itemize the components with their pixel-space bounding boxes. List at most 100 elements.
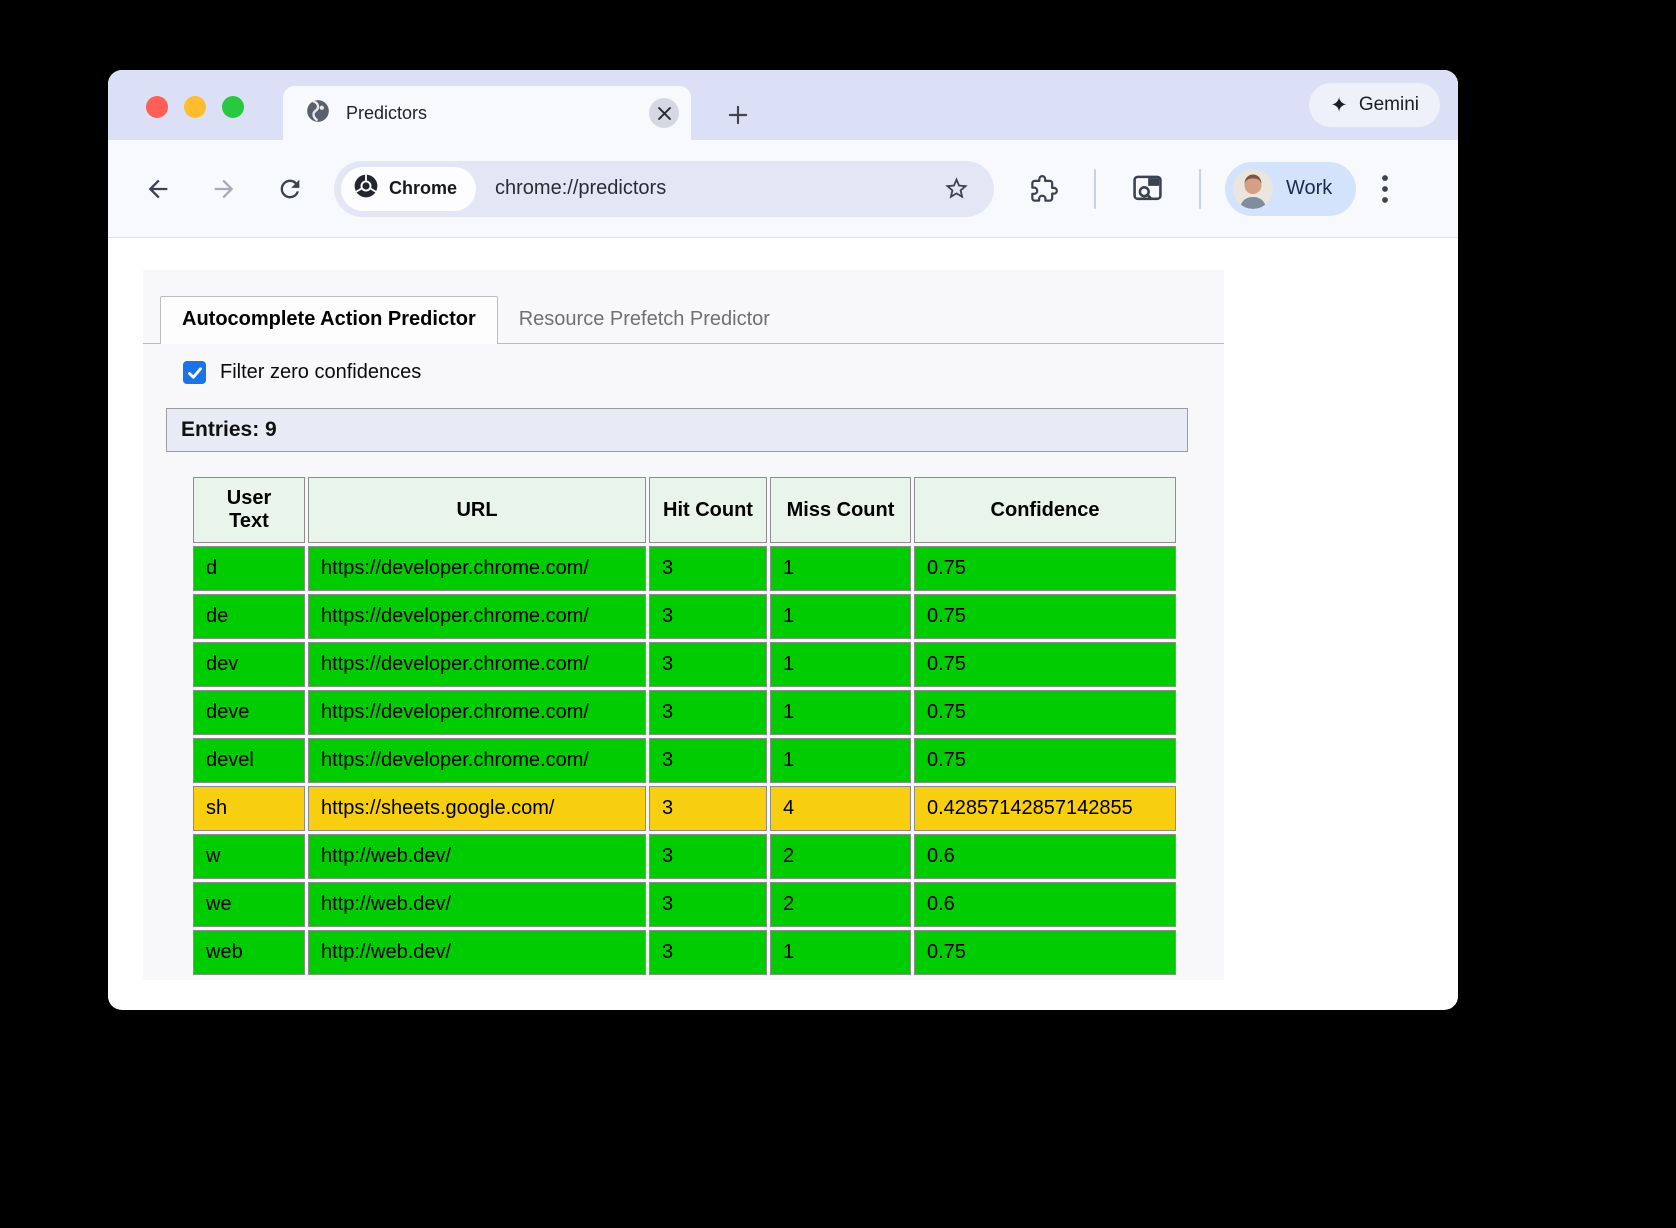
reload-button[interactable] xyxy=(276,175,304,203)
table-row: we http://web.dev/3 2 0.6 xyxy=(193,882,1176,927)
cell-url: https://developer.chrome.com/ xyxy=(308,642,646,687)
cell-hit-count: 3 xyxy=(649,882,767,927)
cell-miss-count: 1 xyxy=(770,930,911,975)
cell-miss-count: 2 xyxy=(770,882,911,927)
column-header: Hit Count xyxy=(649,477,767,543)
predictor-table: User Text URL Hit Count Miss Count Confidenc… xyxy=(190,474,1179,978)
cell-hit-count: 3 xyxy=(649,546,767,591)
cell-confidence: 0.75 xyxy=(914,546,1176,591)
table-row: deve https://developer.chrome.com/3 1 0.75 xyxy=(193,690,1176,735)
filter-row: Filter zero confidences xyxy=(183,361,1224,384)
kebab-menu-icon[interactable] xyxy=(1380,174,1390,204)
predictor-tab-1[interactable]: Resource Prefetch Predictor xyxy=(518,308,770,330)
cell-confidence: 0.75 xyxy=(914,738,1176,783)
cell-url: https://developer.chrome.com/ xyxy=(308,690,646,735)
cell-confidence: 0.75 xyxy=(914,642,1176,687)
cell-miss-count: 1 xyxy=(770,594,911,639)
table-row: devel https://developer.chrome.com/3 1 0.75 xyxy=(193,738,1176,783)
cell-user-text: de xyxy=(193,594,305,639)
cell-hit-count: 3 xyxy=(649,738,767,783)
macos-window-controls xyxy=(146,96,244,118)
cell-miss-count: 1 xyxy=(770,690,911,735)
cell-user-text: deve xyxy=(193,690,305,735)
profile-chip[interactable]: Work xyxy=(1225,161,1357,216)
gemini-button[interactable]: ✦ Gemini xyxy=(1309,83,1440,127)
predictors-panel: Autocomplete Action Predictor Resource Pr… xyxy=(143,270,1224,980)
column-header: User Text xyxy=(193,477,305,543)
cell-user-text: sh xyxy=(193,786,305,831)
close-window-button[interactable] xyxy=(146,96,168,118)
extensions-icon[interactable] xyxy=(1030,174,1058,203)
cell-hit-count: 3 xyxy=(649,834,767,879)
chrome-chip-label: Chrome xyxy=(389,178,458,198)
cell-user-text: we xyxy=(193,882,305,927)
cell-hit-count: 3 xyxy=(649,690,767,735)
cell-user-text: dev xyxy=(193,642,305,687)
browser-tab[interactable]: Predictors xyxy=(283,86,691,140)
cell-confidence: 0.75 xyxy=(914,930,1176,975)
column-header: Miss Count xyxy=(770,477,911,543)
column-header: Confidence xyxy=(914,477,1176,543)
profile-name: Work xyxy=(1286,177,1333,199)
toolbar-divider xyxy=(1199,168,1201,209)
url-text[interactable]: chrome://predictors xyxy=(495,177,667,199)
address-bar[interactable]: Chrome chrome://predictors xyxy=(334,160,994,217)
column-header: URL xyxy=(308,477,646,543)
filter-zero-confidences-checkbox[interactable] xyxy=(183,361,206,384)
table-row: dev https://developer.chrome.com/3 1 0.75 xyxy=(193,642,1176,687)
new-tab-button[interactable] xyxy=(716,93,760,137)
tab-strip: Predictors ✦ Gemini xyxy=(108,70,1458,140)
cell-confidence: 0.42857142857142855 xyxy=(914,786,1176,831)
gemini-sparkle-icon: ✦ xyxy=(1330,93,1348,117)
cell-miss-count: 1 xyxy=(770,642,911,687)
cell-confidence: 0.75 xyxy=(914,690,1176,735)
cell-url: http://web.dev/ xyxy=(308,882,646,927)
globe-favicon-icon xyxy=(305,98,331,129)
page-viewport: Autocomplete Action Predictor Resource Pr… xyxy=(108,238,1458,1009)
cell-url: http://web.dev/ xyxy=(308,930,646,975)
filter-label: Filter zero confidences xyxy=(220,361,422,383)
table-row: w http://web.dev/3 2 0.6 xyxy=(193,834,1176,879)
cell-user-text: web xyxy=(193,930,305,975)
table-header-row: User Text URL Hit Count Miss Count Confidenc… xyxy=(193,477,1176,543)
zoom-window-button[interactable] xyxy=(222,96,244,118)
table-row: d https://developer.chrome.com/3 1 0.75 xyxy=(193,546,1176,591)
cell-user-text: w xyxy=(193,834,305,879)
predictor-tab-0[interactable]: Autocomplete Action Predictor xyxy=(160,296,498,344)
cell-url: https://developer.chrome.com/ xyxy=(308,738,646,783)
predictor-tabs: Autocomplete Action Predictor Resource Pr… xyxy=(143,296,1224,344)
table-row: de https://developer.chrome.com/3 1 0.75 xyxy=(193,594,1176,639)
cell-hit-count: 3 xyxy=(649,786,767,831)
cell-miss-count: 1 xyxy=(770,738,911,783)
cell-url: https://developer.chrome.com/ xyxy=(308,594,646,639)
avatar xyxy=(1233,168,1273,209)
forward-button[interactable] xyxy=(210,175,238,203)
table-row: web http://web.dev/3 1 0.75 xyxy=(193,930,1176,975)
bookmark-star-icon[interactable] xyxy=(943,175,970,202)
entries-count-bar: Entries: 9 xyxy=(166,408,1188,452)
cell-confidence: 0.75 xyxy=(914,594,1176,639)
cell-hit-count: 3 xyxy=(649,594,767,639)
tab-close-icon[interactable] xyxy=(649,98,679,128)
search-side-panel-icon[interactable] xyxy=(1132,174,1163,203)
cell-miss-count: 1 xyxy=(770,546,911,591)
toolbar: Chrome chrome://predictors xyxy=(108,140,1458,238)
cell-hit-count: 3 xyxy=(649,930,767,975)
back-button[interactable] xyxy=(144,175,172,203)
minimize-window-button[interactable] xyxy=(184,96,206,118)
gemini-label: Gemini xyxy=(1358,94,1419,115)
cell-url: http://web.dev/ xyxy=(308,834,646,879)
cell-confidence: 0.6 xyxy=(914,834,1176,879)
tab-title: Predictors xyxy=(346,102,428,123)
chrome-logo-icon xyxy=(353,173,379,204)
cell-url: https://developer.chrome.com/ xyxy=(308,546,646,591)
table-row: sh https://sheets.google.com/3 4 0.42857142… xyxy=(193,786,1176,831)
toolbar-divider xyxy=(1094,168,1096,209)
cell-hit-count: 3 xyxy=(649,642,767,687)
cell-url: https://sheets.google.com/ xyxy=(308,786,646,831)
cell-user-text: devel xyxy=(193,738,305,783)
cell-confidence: 0.6 xyxy=(914,882,1176,927)
cell-user-text: d xyxy=(193,546,305,591)
cell-miss-count: 4 xyxy=(770,786,911,831)
chrome-origin-chip[interactable]: Chrome xyxy=(341,166,477,211)
